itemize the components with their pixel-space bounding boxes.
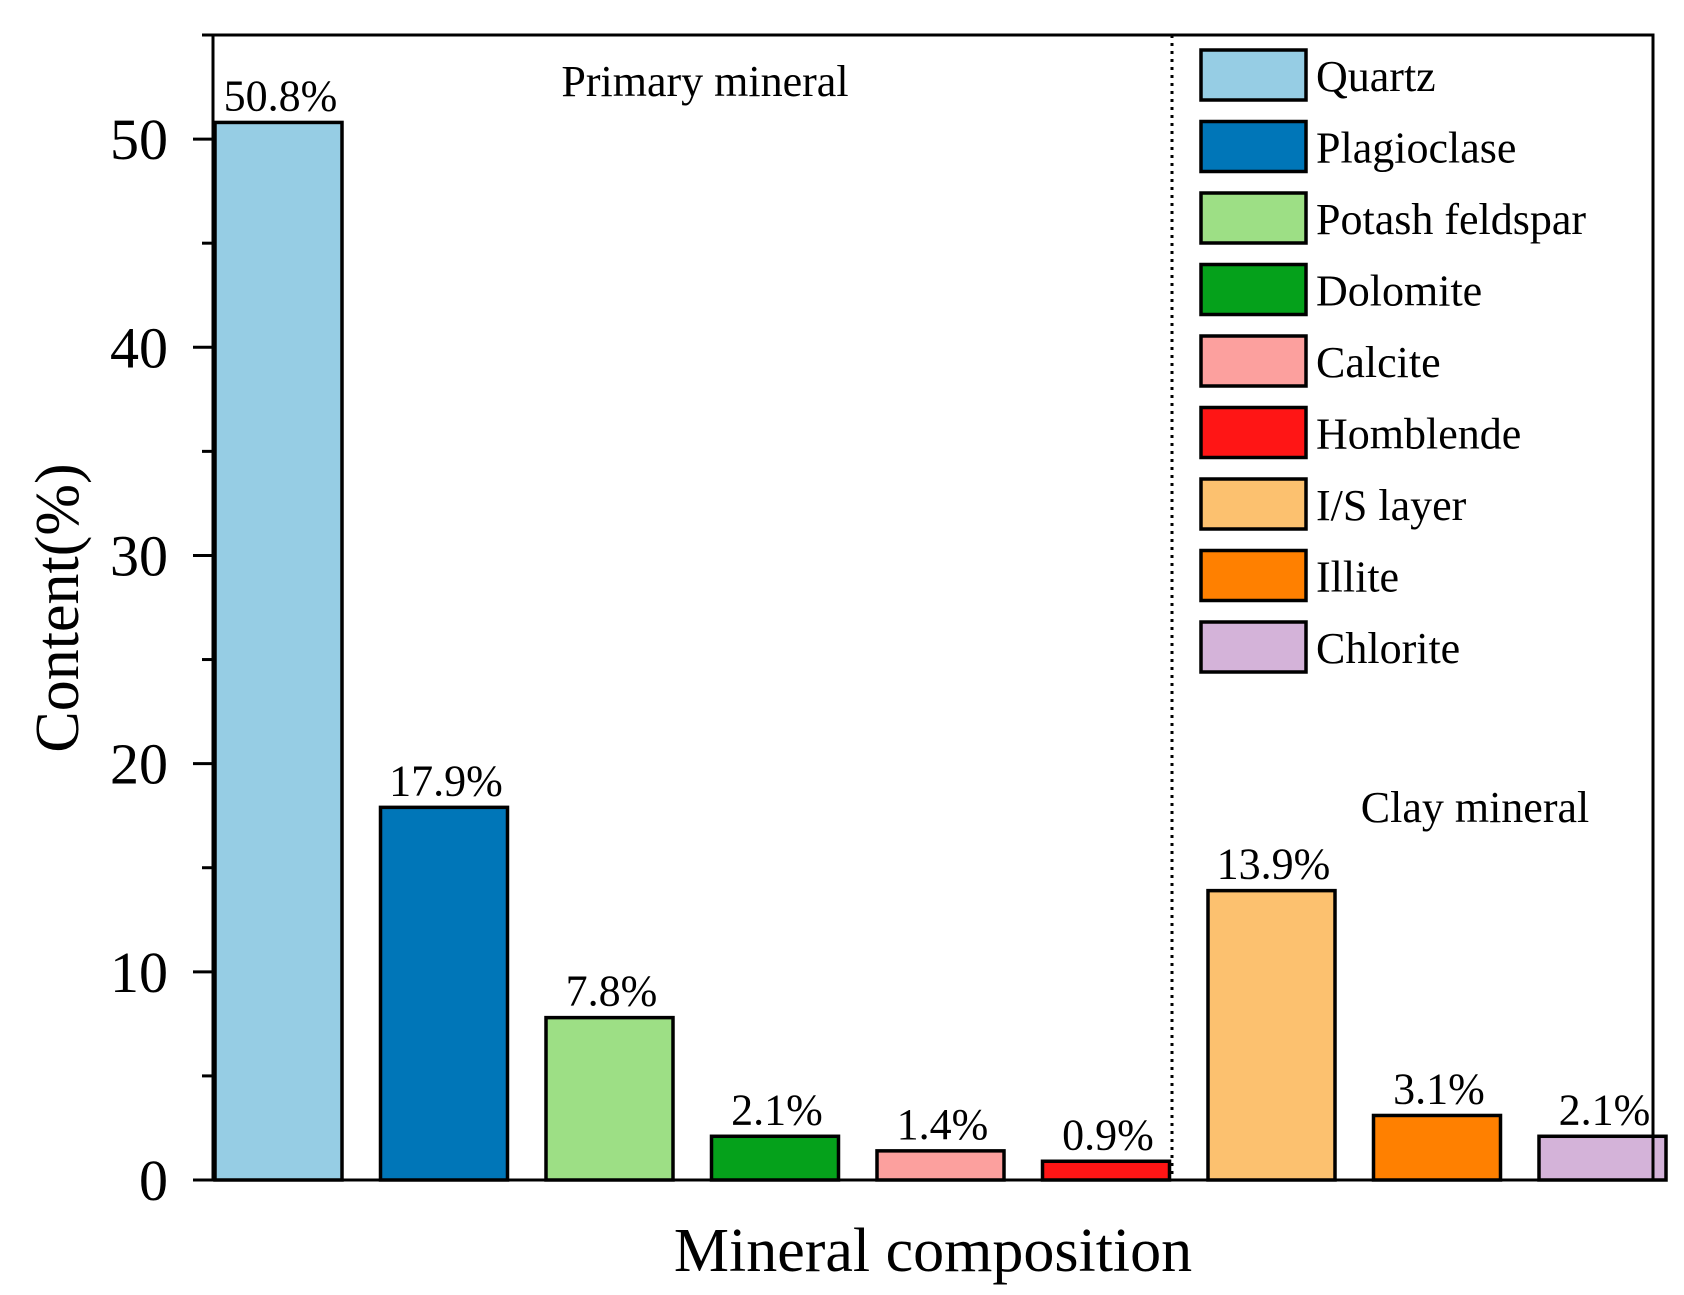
legend-swatch-calcite [1199, 334, 1308, 388]
legend-label-chlorite: Chlorite [1316, 624, 1460, 673]
legend-swatch-homblende [1199, 405, 1308, 460]
bar-calcite [875, 1149, 1006, 1182]
bar-value-label-dolomite: 2.1% [731, 1085, 823, 1134]
bars-layer [213, 120, 1668, 1182]
group-label-primary: Primary mineral [561, 57, 848, 106]
y-tick-label: 20 [110, 732, 168, 797]
legend-swatch-i-s-layer [1199, 477, 1308, 531]
legend-label-calcite: Calcite [1316, 338, 1441, 387]
bar-value-label-chlorite: 2.1% [1559, 1085, 1651, 1134]
bar-potash-feldspar [544, 1015, 675, 1182]
bar-illite [1371, 1113, 1503, 1182]
y-tick-label: 10 [110, 940, 168, 1005]
legend-swatch-dolomite [1199, 262, 1308, 317]
y-tick-label: 40 [110, 315, 168, 380]
bar-dolomite [709, 1134, 841, 1182]
bar-value-label-plagioclase: 17.9% [389, 756, 503, 805]
bar-value-labels: 50.8% 17.9% 7.8% 2.1% 1.4% 0.9% 13.9% 3.1% 2.1% [224, 71, 1651, 1159]
x-axis-label: Mineral composition [674, 1217, 1192, 1285]
bar-plagioclase [378, 805, 510, 1182]
legend-label-plagioclase: Plagioclase [1316, 124, 1516, 173]
y-axis-ticks: 0 10 20 30 40 50 [110, 33, 213, 1213]
bar-chlorite [1537, 1134, 1668, 1182]
legend-label-quartz: Quartz [1316, 52, 1436, 101]
bar-value-label-quartz: 50.8% [224, 71, 338, 120]
legend-swatch-chlorite [1199, 620, 1308, 674]
bar-i-s-layer [1206, 888, 1337, 1182]
legend-label-illite: Illite [1316, 553, 1399, 602]
bar-value-label-potash-feldspar: 7.8% [566, 967, 658, 1016]
plot-frame [211, 33, 1655, 1182]
bar-value-label-illite: 3.1% [1393, 1064, 1485, 1113]
legend-label-potash-feldspar: Potash feldspar [1316, 195, 1586, 244]
group-label-clay: Clay mineral [1361, 783, 1590, 832]
legend: Quartz Plagioclase Potash feldspar Dolomite… [1199, 48, 1586, 674]
legend-swatch-potash-feldspar [1199, 191, 1308, 245]
bar-value-label-homblende: 0.9% [1062, 1110, 1154, 1159]
y-axis-label: Content(%) [24, 463, 92, 752]
y-tick-label: 50 [110, 107, 168, 172]
legend-label-dolomite: Dolomite [1316, 267, 1482, 316]
legend-label-i-s-layer: I/S layer [1316, 481, 1467, 530]
legend-swatch-illite [1199, 548, 1308, 603]
bar-homblende [1040, 1159, 1172, 1182]
legend-swatch-plagioclase [1199, 119, 1308, 174]
bar-quartz [213, 120, 344, 1182]
bar-value-label-calcite: 1.4% [897, 1100, 989, 1149]
y-tick-label: 0 [139, 1148, 168, 1213]
legend-swatch-quartz [1199, 48, 1308, 102]
bar-value-label-i-s-layer: 13.9% [1217, 840, 1331, 889]
legend-label-homblende: Homblende [1316, 410, 1521, 459]
y-tick-label: 30 [110, 523, 168, 588]
